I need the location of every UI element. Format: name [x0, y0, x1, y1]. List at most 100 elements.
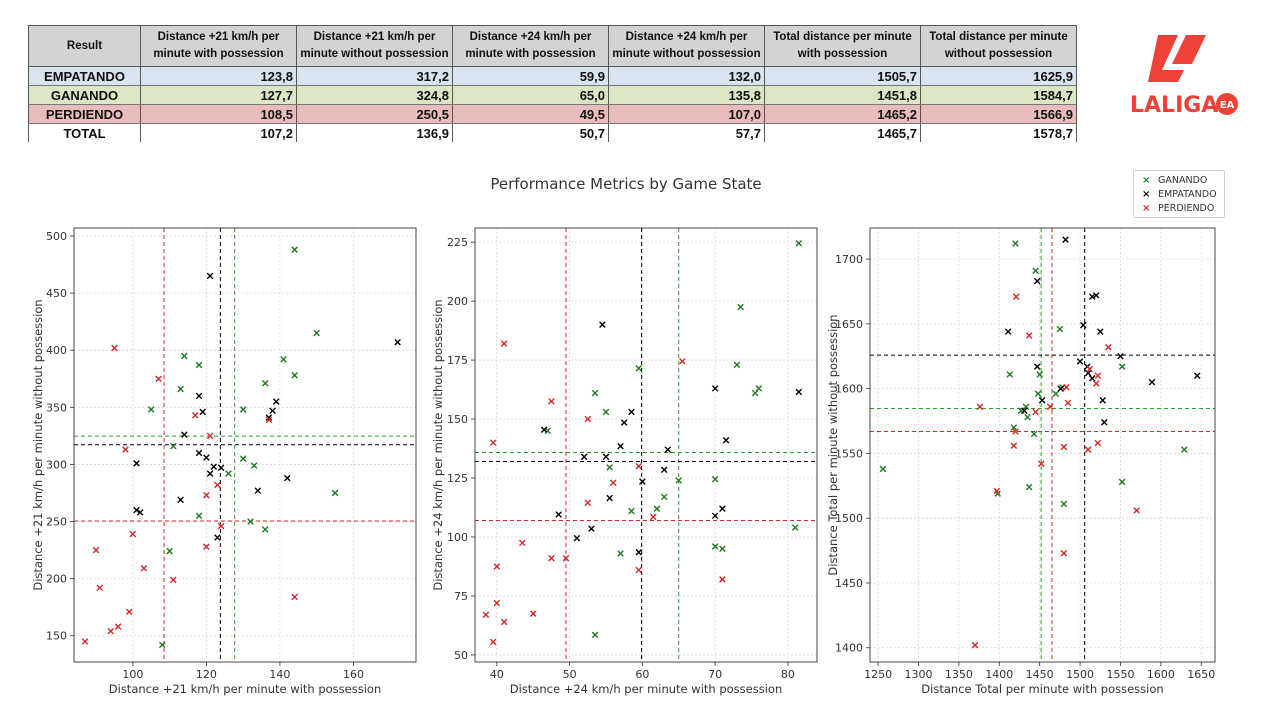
data-point-empatando: [1076, 358, 1084, 365]
x-tick-label: 140: [269, 668, 290, 681]
data-point-perdiendo: [1012, 428, 1019, 435]
legend-item-ganando: × GANANDO: [1142, 174, 1207, 187]
row-label: EMPATANDO: [28, 66, 141, 86]
table-cell: 135,8: [608, 85, 765, 105]
data-point-empatando: [1021, 407, 1028, 414]
data-point-empatando: [1080, 321, 1087, 329]
data-point-empatando: [195, 392, 203, 400]
data-point-perdiendo: [1133, 507, 1140, 514]
data-point-empatando: [628, 408, 635, 416]
x-tick-label: 1650: [1187, 668, 1215, 681]
data-point-empatando: [555, 511, 562, 518]
table-cell: 65,0: [452, 85, 609, 105]
data-point-empatando: [664, 446, 672, 454]
data-point-ganando: [751, 389, 759, 397]
table-cell: 59,9: [452, 66, 609, 86]
x-tick-label: 60: [635, 668, 649, 681]
data-point-ganando: [313, 329, 321, 337]
data-point-perdiendo: [500, 618, 508, 626]
data-point-ganando: [795, 240, 803, 247]
header-col-6: Total distance per minute without posses…: [920, 25, 1077, 67]
data-point-ganando: [239, 455, 247, 462]
data-point-perdiendo: [96, 584, 104, 592]
y-tick-label: 1700: [835, 253, 863, 266]
row-label: PERDIENDO: [28, 104, 141, 124]
table-cell: 123,8: [140, 66, 297, 86]
data-point-empatando: [602, 453, 610, 461]
data-point-empatando: [133, 506, 140, 514]
data-point-perdiendo: [214, 481, 221, 489]
data-point-ganando: [1181, 446, 1188, 453]
data-point-perdiendo: [649, 513, 657, 521]
x-tick-label: 1500: [1066, 668, 1094, 681]
y-tick-label: 200: [46, 573, 67, 586]
data-point-perdiendo: [1025, 332, 1033, 339]
data-point-ganando: [1032, 267, 1039, 275]
data-point-ganando: [1036, 371, 1043, 378]
data-point-ganando: [261, 380, 269, 387]
table-cell: 324,8: [296, 85, 453, 105]
data-point-ganando: [261, 526, 269, 533]
data-point-empatando: [206, 470, 214, 477]
data-point-ganando: [331, 489, 339, 497]
data-point-empatando: [599, 321, 606, 329]
data-point-empatando: [639, 478, 646, 485]
x-tick-label: 1600: [1147, 668, 1175, 681]
x-tick-label: 1400: [985, 668, 1013, 681]
data-point-empatando: [795, 388, 803, 396]
data-point-perdiendo: [635, 462, 643, 470]
data-point-perdiendo: [679, 357, 686, 365]
table-cell: 132,0: [608, 66, 765, 86]
data-point-perdiendo: [493, 563, 501, 570]
data-point-empatando: [1117, 352, 1124, 360]
header-col-5: Total distance per minute with possessio…: [764, 25, 921, 67]
data-point-ganando: [177, 385, 184, 393]
data-point-empatando: [719, 505, 726, 512]
plot-frame: [474, 227, 818, 663]
data-point-perdiendo: [192, 412, 199, 419]
data-point-empatando: [1092, 292, 1100, 299]
data-point-ganando: [719, 545, 726, 553]
table-cell: 1578,7: [920, 123, 1077, 142]
data-point-perdiendo: [489, 439, 497, 446]
x-tick-label: 1300: [904, 668, 932, 681]
x-tick-label: 160: [343, 668, 364, 681]
data-point-perdiendo: [107, 627, 115, 635]
data-point-ganando: [711, 475, 719, 483]
data-point-ganando: [675, 477, 683, 484]
laliga-mark-icon: [1148, 35, 1206, 82]
legend-marker-icon: ×: [1142, 175, 1151, 186]
data-point-ganando: [602, 408, 610, 416]
data-point-ganando: [1022, 403, 1030, 411]
header-col-2: Distance +21 km/h per minute without pos…: [296, 25, 453, 67]
data-point-ganando: [1012, 240, 1019, 247]
data-point-perdiendo: [635, 566, 643, 574]
y-tick-label: 100: [447, 531, 468, 544]
data-point-ganando: [181, 352, 188, 360]
data-point-ganando: [737, 303, 744, 311]
data-point-empatando: [177, 496, 184, 504]
data-point-perdiendo: [719, 576, 726, 583]
data-point-perdiendo: [111, 344, 118, 352]
y-tick-label: 500: [46, 230, 67, 243]
header-col-1: Distance +21 km/h per minute with posses…: [140, 25, 297, 67]
data-point-ganando: [879, 465, 887, 473]
plot-frame: [869, 227, 1216, 663]
data-point-empatando: [272, 398, 280, 405]
data-point-perdiendo: [125, 608, 133, 616]
y-tick-label: 400: [46, 344, 67, 357]
data-point-perdiendo: [609, 479, 617, 487]
data-point-perdiendo: [1046, 403, 1054, 411]
data-point-ganando: [591, 389, 599, 397]
y-tick-label: 350: [46, 401, 67, 414]
table-cell: 1465,2: [764, 104, 921, 124]
legend-label: EMPATANDO: [1158, 189, 1217, 200]
data-point-empatando: [206, 272, 214, 280]
data-point-ganando: [791, 524, 799, 531]
data-point-empatando: [620, 419, 628, 426]
x-tick-label: 1250: [864, 668, 892, 681]
data-point-empatando: [711, 385, 719, 392]
table-cell: 127,7: [140, 85, 297, 105]
table-body: EMPATANDO 123,8 317,2 59,9 132,0 1505,7 1625,9…: [28, 66, 1077, 142]
data-point-perdiendo: [155, 375, 162, 383]
